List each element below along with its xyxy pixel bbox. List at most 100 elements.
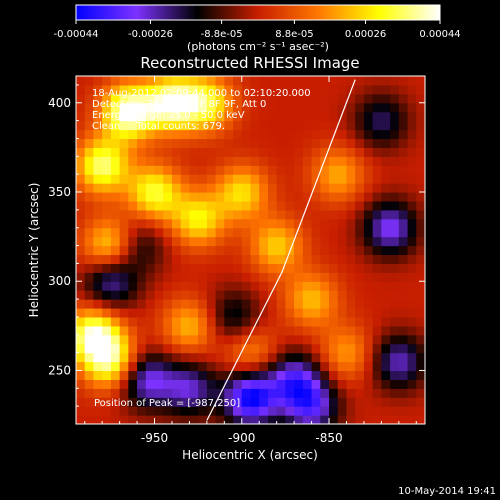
heatmap-cell	[363, 129, 374, 140]
heatmap-cell	[145, 218, 156, 229]
heatmap-cell	[276, 272, 286, 282]
heatmap-cell	[259, 308, 269, 318]
heatmap-cell	[407, 397, 417, 407]
heatmap-cell	[102, 316, 112, 327]
heatmap-cell	[276, 165, 286, 175]
heatmap-cell	[346, 200, 356, 211]
heatmap-cell	[320, 138, 330, 148]
heatmap-cell	[381, 76, 391, 86]
heatmap-cell	[189, 316, 199, 327]
heatmap-cell	[294, 236, 304, 247]
heatmap-cell	[329, 254, 339, 264]
heatmap-cell	[267, 272, 278, 282]
heatmap-cell	[215, 138, 225, 148]
heatmap-cell	[337, 192, 348, 202]
heatmap-cell	[372, 245, 382, 256]
heatmap-cell	[241, 209, 252, 220]
annotation-detectors: Detectors: 3F 5F 6F 7F 8F 9F, Att 0	[92, 99, 266, 110]
heatmap-cell	[346, 192, 356, 202]
heatmap-cell	[224, 93, 234, 104]
heatmap-cell	[407, 352, 417, 363]
heatmap-cell	[285, 290, 295, 300]
heatmap-cell	[102, 120, 112, 131]
heatmap-cell	[110, 200, 121, 211]
heatmap-cell	[224, 120, 234, 131]
heatmap-cell	[311, 93, 321, 104]
heatmap-cell	[416, 138, 425, 148]
heatmap-cell	[224, 281, 234, 291]
heatmap-cell	[346, 290, 356, 300]
heatmap-cell	[189, 209, 199, 220]
heatmap-cell	[285, 281, 295, 291]
heatmap-cell	[285, 120, 295, 131]
heatmap-cell	[145, 245, 156, 256]
heatmap-cell	[145, 281, 156, 291]
heatmap-cell	[119, 147, 129, 157]
heatmap-cell	[276, 352, 286, 363]
heatmap-cell	[381, 129, 391, 140]
heatmap-cell	[398, 379, 409, 389]
heatmap-cell	[119, 200, 129, 211]
heatmap-cell	[163, 76, 173, 86]
heatmap-cell	[93, 334, 103, 345]
heatmap-cell	[110, 227, 121, 238]
heatmap-cell	[119, 183, 129, 193]
heatmap-cell	[145, 352, 156, 363]
heatmap-cell	[355, 165, 365, 175]
heatmap-cell	[372, 120, 382, 131]
heatmap-cell	[302, 415, 313, 424]
heatmap-cell	[102, 102, 112, 113]
heatmap-cell	[250, 415, 260, 424]
heatmap-cell	[171, 93, 182, 104]
heatmap-cell	[329, 415, 339, 424]
heatmap-cell	[337, 415, 348, 424]
heatmap-cell	[407, 299, 417, 309]
heatmap-cell	[267, 299, 278, 309]
heatmap-cell	[137, 156, 147, 166]
heatmap-cell	[93, 218, 103, 229]
heatmap-cell	[84, 352, 95, 363]
heatmap-cell	[276, 174, 286, 184]
heatmap-cell	[163, 299, 173, 309]
heatmap-cell	[390, 165, 400, 175]
heatmap-cell	[337, 361, 348, 372]
heatmap-cell	[381, 397, 391, 407]
heatmap-cell	[102, 254, 112, 264]
heatmap-cell	[363, 361, 374, 372]
heatmap-cell	[294, 352, 304, 363]
heatmap-cell	[93, 84, 103, 95]
heatmap-cell	[171, 281, 182, 291]
heatmap-cell	[154, 102, 164, 113]
peak-position-label: Position of Peak = [-987,250]	[94, 398, 240, 409]
heatmap-cell	[137, 254, 147, 264]
heatmap-cell	[76, 165, 86, 175]
heatmap-cell	[110, 352, 121, 363]
heatmap-cell	[241, 192, 252, 202]
heatmap-cell	[329, 370, 339, 380]
heatmap-cell	[137, 370, 147, 380]
heatmap-cell	[259, 254, 269, 264]
heatmap-cell	[93, 415, 103, 424]
heatmap-cell	[294, 308, 304, 318]
heatmap-cell	[198, 147, 208, 157]
heatmap-cell	[294, 245, 304, 256]
heatmap-cell	[76, 370, 86, 380]
heatmap-cell	[215, 129, 225, 140]
heatmap-cell	[250, 316, 260, 327]
heatmap-cell	[102, 245, 112, 256]
heatmap-cell	[163, 397, 173, 407]
heatmap-cell	[145, 200, 156, 211]
heatmap-cell	[102, 325, 112, 336]
heatmap-cell	[250, 129, 260, 140]
heatmap-cell	[233, 183, 243, 193]
heatmap-cell	[311, 138, 321, 148]
heatmap-cell	[346, 174, 356, 184]
heatmap-cell	[416, 183, 425, 193]
heatmap-cell	[267, 111, 278, 122]
heatmap-cell	[180, 147, 191, 157]
heatmap-cell	[372, 370, 382, 380]
heatmap-cell	[276, 200, 286, 211]
heatmap-cell	[224, 388, 234, 398]
heatmap-cell	[267, 245, 278, 256]
heatmap-cell	[372, 111, 382, 122]
